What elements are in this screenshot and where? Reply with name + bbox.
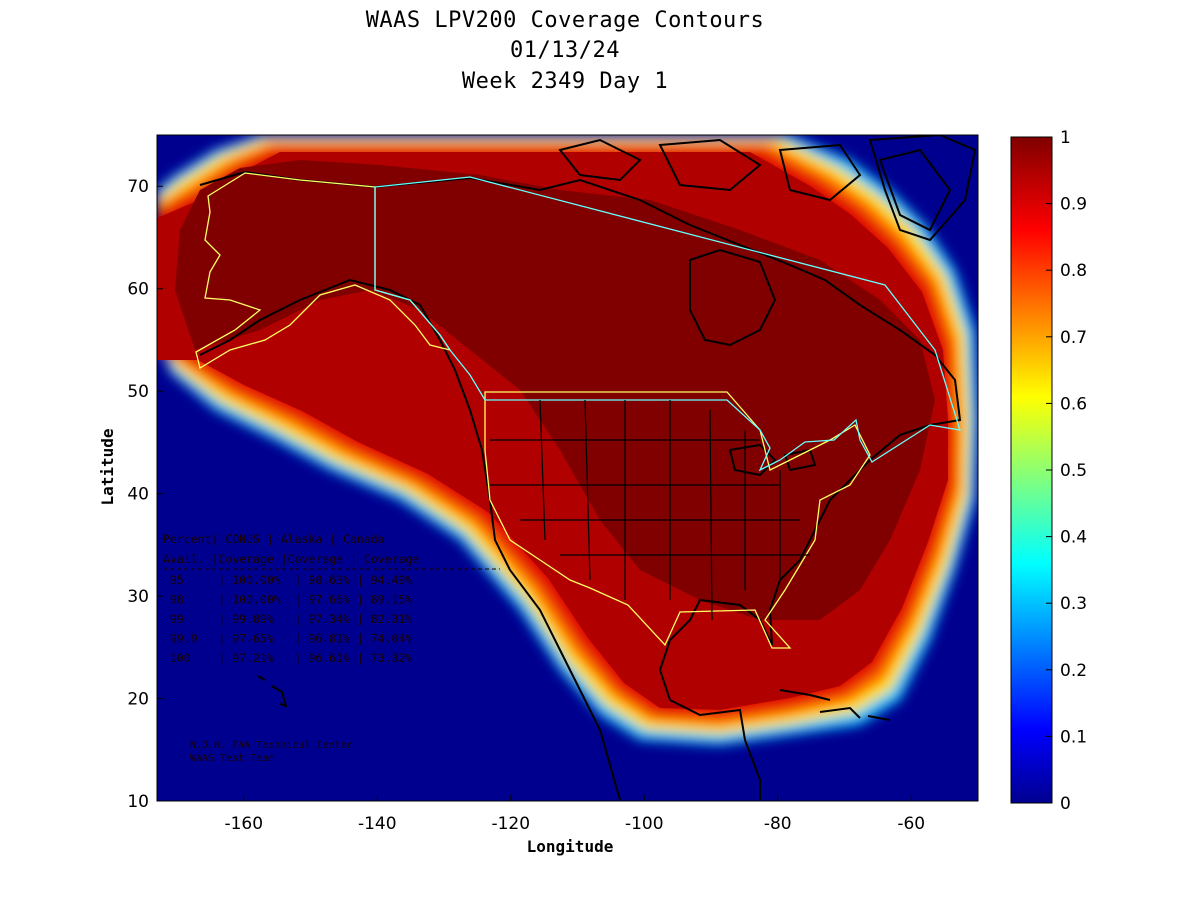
colorbar-tick-label: 0.6 bbox=[1060, 394, 1087, 414]
colorbar-tick-label: 0.8 bbox=[1060, 261, 1087, 281]
y-tick-label: 60 bbox=[127, 280, 149, 300]
north-america-coast bbox=[199, 170, 962, 801]
x-axis-label: Longitude bbox=[527, 837, 614, 856]
greenland bbox=[868, 135, 977, 242]
y-tick-label: 10 bbox=[127, 792, 149, 812]
y-tick-label: 40 bbox=[127, 485, 149, 505]
x-tick-label: -120 bbox=[491, 814, 530, 834]
colorbar-tick-label: 0 bbox=[1060, 794, 1071, 814]
table-header-row-1: Percent| CONUS | Alaska | Canada bbox=[163, 532, 385, 546]
table-header-row-2: Avail. |Coverage |Coverage | Coverage bbox=[163, 552, 419, 566]
table-row: 99 | 99.89% | 97.34% | 82.31% bbox=[163, 612, 412, 626]
x-tick-label: -60 bbox=[897, 814, 925, 834]
colorbar-tick-label: 0.3 bbox=[1060, 594, 1087, 614]
colorbar-tick-label: 0.1 bbox=[1060, 727, 1087, 747]
y-tick-label: 30 bbox=[127, 587, 149, 607]
table-row: 95 | 100.00% | 98.63% | 94.49% bbox=[163, 573, 412, 587]
us-boundary bbox=[484, 391, 871, 649]
x-tick-label: -140 bbox=[358, 814, 397, 834]
colorbar-tick-label: 0.9 bbox=[1060, 195, 1087, 215]
colorbar-tick-label: 1 bbox=[1060, 128, 1071, 148]
y-tick-label: 70 bbox=[127, 177, 149, 197]
coverage-table: Percent| CONUS | Alaska | Canada Avail. … bbox=[163, 532, 500, 665]
canada-boundary bbox=[374, 176, 961, 472]
map-title: WAAS LPV200 Coverage Contours bbox=[365, 8, 765, 33]
credit-line-2: WAAS Test Team bbox=[190, 753, 274, 764]
coastlines bbox=[199, 135, 977, 801]
great-lakes bbox=[728, 443, 817, 477]
plot-frame bbox=[156, 134, 979, 802]
colorbar-tick-label: 0.5 bbox=[1060, 461, 1087, 481]
plot-area: Percent| CONUS | Alaska | Canada Avail. … bbox=[157, 135, 978, 801]
table-rows: 95 | 100.00% | 98.63% | 94.49% 98 | 100.… bbox=[163, 573, 412, 665]
map-week-day: Week 2349 Day 1 bbox=[461, 69, 669, 94]
table-row: 99.9 | 97.65% | 96.81% | 74.04% bbox=[163, 632, 412, 646]
x-tick-label: -100 bbox=[625, 814, 664, 834]
x-tick-label: -160 bbox=[224, 814, 263, 834]
y-tick-label: 20 bbox=[127, 690, 149, 710]
y-tick-label: 50 bbox=[127, 382, 149, 402]
table-row: 100 | 97.21% | 96.61% | 73.32% bbox=[163, 651, 412, 665]
hudson-bay bbox=[689, 248, 777, 347]
service-boundaries bbox=[195, 172, 961, 649]
hawaii bbox=[257, 675, 288, 708]
y-axis-label: Latitude bbox=[98, 428, 117, 505]
colorbar-gradient bbox=[1010, 136, 1053, 804]
colorbar-tick-label: 0.4 bbox=[1060, 528, 1087, 548]
y-axis-ticks: 70 60 50 40 30 20 10 bbox=[127, 177, 163, 812]
colorbar: 1 0.9 0.8 0.7 0.6 0.5 0.4 0.3 0.2 0.1 0 bbox=[1010, 128, 1087, 814]
arctic-islands bbox=[558, 138, 952, 232]
us-state-lines bbox=[490, 399, 810, 621]
colorbar-tick-label: 0.2 bbox=[1060, 661, 1087, 681]
credit-line-1: N.J.H. FAA Technical Center bbox=[190, 740, 353, 751]
map-date: 01/13/24 bbox=[510, 38, 620, 63]
x-axis-ticks: -160 -140 -120 -100 -80 -60 bbox=[224, 795, 925, 834]
caribbean-islands bbox=[779, 689, 891, 721]
colorbar-tick-label: 0.7 bbox=[1060, 328, 1087, 348]
x-tick-label: -80 bbox=[764, 814, 792, 834]
colorbar-ticks: 1 0.9 0.8 0.7 0.6 0.5 0.4 0.3 0.2 0.1 0 bbox=[1046, 128, 1087, 814]
table-row: 98 | 100.00% | 97.66% | 89.15% bbox=[163, 593, 412, 607]
